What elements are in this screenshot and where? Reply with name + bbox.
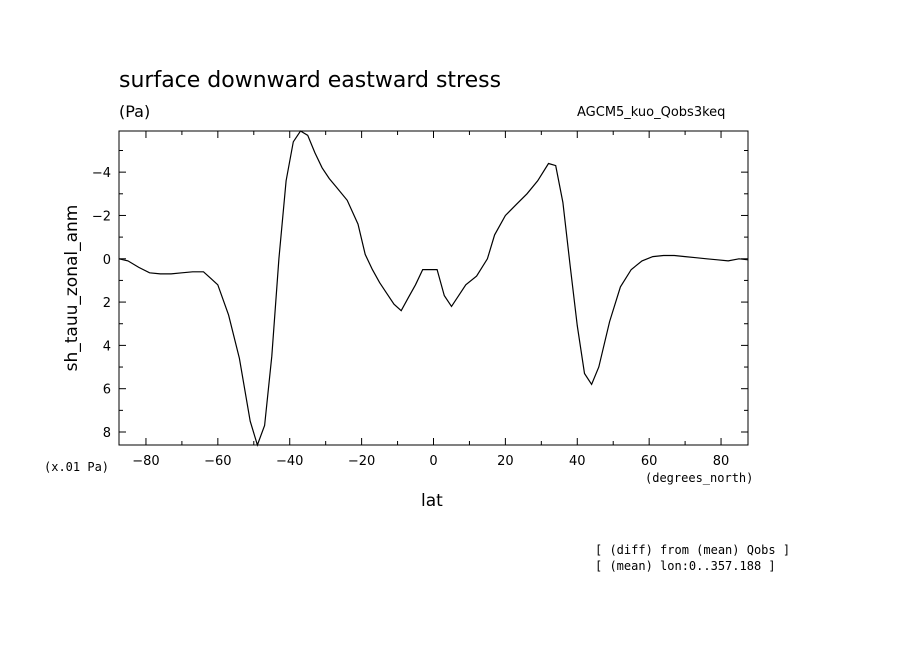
y-tick-label: 0 (103, 253, 111, 268)
series-line (118, 130, 749, 447)
y-tick-label: −2 (92, 209, 111, 224)
x-tick-label: 40 (569, 454, 586, 469)
x-tick-label: −60 (204, 454, 231, 469)
x-tick-label: −40 (276, 454, 303, 469)
y-tick-label: 2 (103, 296, 111, 311)
plot-area (118, 130, 749, 446)
x-tick-label: 80 (713, 454, 730, 469)
chart-title: surface downward eastward stress (119, 68, 502, 93)
y-tick-label: 4 (103, 339, 111, 354)
series-group (118, 130, 749, 447)
x-axis-units: (degrees_north) (645, 471, 754, 485)
note-diff: [ (diff) from (mean) Qobs ] (595, 543, 791, 557)
x-tick-label: −20 (348, 454, 375, 469)
chart-units: (Pa) (119, 102, 151, 121)
x-tick-label: −80 (132, 454, 159, 469)
x-axis-label: lat (421, 491, 443, 511)
x-tick-label: 20 (497, 454, 514, 469)
y-scale-note: (x.01 Pa) (44, 460, 110, 474)
run-label: AGCM5_kuo_Qobs3keq (577, 105, 726, 120)
x-tick-label: 0 (429, 454, 437, 469)
y-tick-label: −4 (92, 166, 111, 181)
x-tick-label: 60 (641, 454, 658, 469)
note-mean: [ (mean) lon:0..357.188 ] (595, 559, 776, 573)
y-tick-label: 8 (103, 426, 111, 441)
y-tick-label: 6 (103, 383, 111, 398)
plot-frame (118, 130, 749, 446)
